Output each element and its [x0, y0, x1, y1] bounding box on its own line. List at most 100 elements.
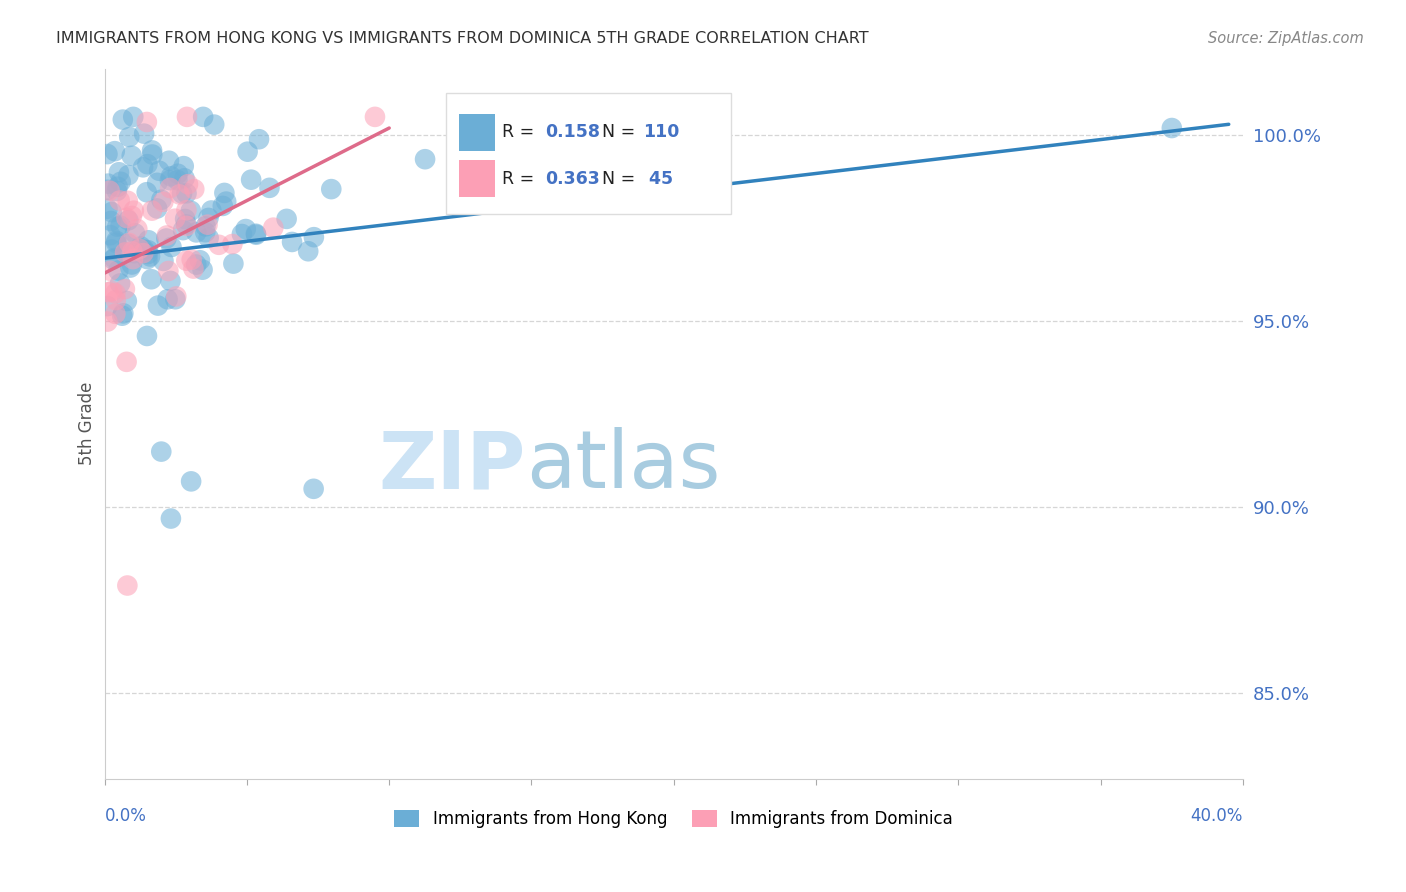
Point: [132, 243, 155, 257]
Point: [98, 264, 121, 278]
Point: [197, 231, 219, 245]
Point: [100, 205, 122, 219]
Point: [152, 194, 174, 209]
Point: [364, 110, 387, 124]
Text: R =: R =: [502, 123, 540, 142]
Point: [247, 132, 270, 146]
Text: 40.0%: 40.0%: [1191, 807, 1243, 825]
Point: [166, 173, 188, 187]
Point: [114, 245, 136, 260]
Point: [105, 184, 128, 198]
Text: IMMIGRANTS FROM HONG KONG VS IMMIGRANTS FROM DOMINICA 5TH GRADE CORRELATION CHAR: IMMIGRANTS FROM HONG KONG VS IMMIGRANTS …: [56, 31, 869, 46]
Point: [112, 306, 135, 320]
Point: [135, 115, 157, 129]
Point: [128, 242, 150, 256]
Point: [136, 247, 159, 261]
Point: [176, 253, 198, 268]
Point: [141, 144, 163, 158]
Point: [136, 157, 159, 171]
Point: [302, 230, 325, 244]
Point: [165, 292, 187, 306]
Point: [96, 202, 118, 216]
Point: [96, 299, 118, 313]
Point: [96, 183, 118, 197]
Point: [191, 262, 214, 277]
Point: [121, 244, 143, 259]
Point: [173, 159, 195, 173]
Point: [169, 187, 191, 202]
Point: [134, 127, 156, 141]
Point: [101, 284, 124, 298]
Text: R =: R =: [502, 169, 540, 187]
Point: [98, 228, 121, 243]
Point: [176, 203, 198, 218]
Point: [122, 203, 145, 218]
Text: 0.158: 0.158: [546, 123, 600, 142]
Point: [111, 112, 134, 127]
Point: [159, 181, 181, 195]
Point: [96, 314, 118, 328]
Point: [146, 202, 169, 216]
Point: [156, 228, 179, 243]
Point: [170, 186, 193, 201]
Point: [176, 219, 198, 233]
Point: [120, 260, 142, 275]
Point: [259, 181, 281, 195]
Text: ZIP: ZIP: [378, 427, 526, 506]
Point: [97, 177, 120, 191]
FancyBboxPatch shape: [446, 94, 731, 214]
Point: [200, 203, 222, 218]
Point: [165, 211, 187, 226]
Point: [1160, 121, 1182, 136]
Point: [197, 211, 219, 225]
Point: [214, 186, 236, 200]
Point: [117, 236, 139, 251]
Point: [413, 152, 436, 166]
Point: [222, 257, 245, 271]
Point: [165, 289, 187, 303]
Point: [148, 163, 170, 178]
Point: [302, 482, 325, 496]
Point: [117, 194, 139, 208]
Point: [174, 212, 197, 227]
Point: [121, 209, 143, 223]
Legend: Immigrants from Hong Kong, Immigrants from Dominica: Immigrants from Hong Kong, Immigrants fr…: [388, 803, 960, 835]
Point: [136, 329, 159, 343]
Point: [121, 258, 143, 272]
Point: [176, 186, 198, 201]
Point: [281, 235, 304, 249]
Point: [231, 227, 253, 241]
Point: [105, 219, 128, 234]
Point: [173, 171, 195, 186]
Point: [104, 307, 127, 321]
Point: [117, 213, 139, 227]
Point: [215, 194, 238, 209]
Y-axis label: 5th Grade: 5th Grade: [79, 382, 96, 466]
Point: [114, 282, 136, 296]
Point: [139, 250, 162, 264]
Point: [122, 110, 145, 124]
FancyBboxPatch shape: [458, 114, 495, 151]
Point: [104, 286, 127, 301]
Point: [155, 231, 177, 245]
Point: [150, 193, 173, 207]
Point: [191, 110, 214, 124]
Point: [177, 178, 200, 192]
Point: [159, 274, 181, 288]
Text: Source: ZipAtlas.com: Source: ZipAtlas.com: [1208, 31, 1364, 46]
Point: [180, 203, 202, 218]
Point: [115, 355, 138, 369]
Point: [186, 226, 208, 240]
Point: [108, 165, 131, 179]
Point: [118, 130, 141, 145]
Point: [108, 194, 131, 208]
Point: [103, 251, 125, 265]
Point: [101, 252, 124, 267]
Point: [104, 144, 127, 158]
Point: [110, 219, 132, 233]
Point: [141, 272, 163, 286]
FancyBboxPatch shape: [458, 161, 495, 197]
Point: [297, 244, 319, 259]
Point: [160, 169, 183, 184]
Point: [138, 233, 160, 247]
